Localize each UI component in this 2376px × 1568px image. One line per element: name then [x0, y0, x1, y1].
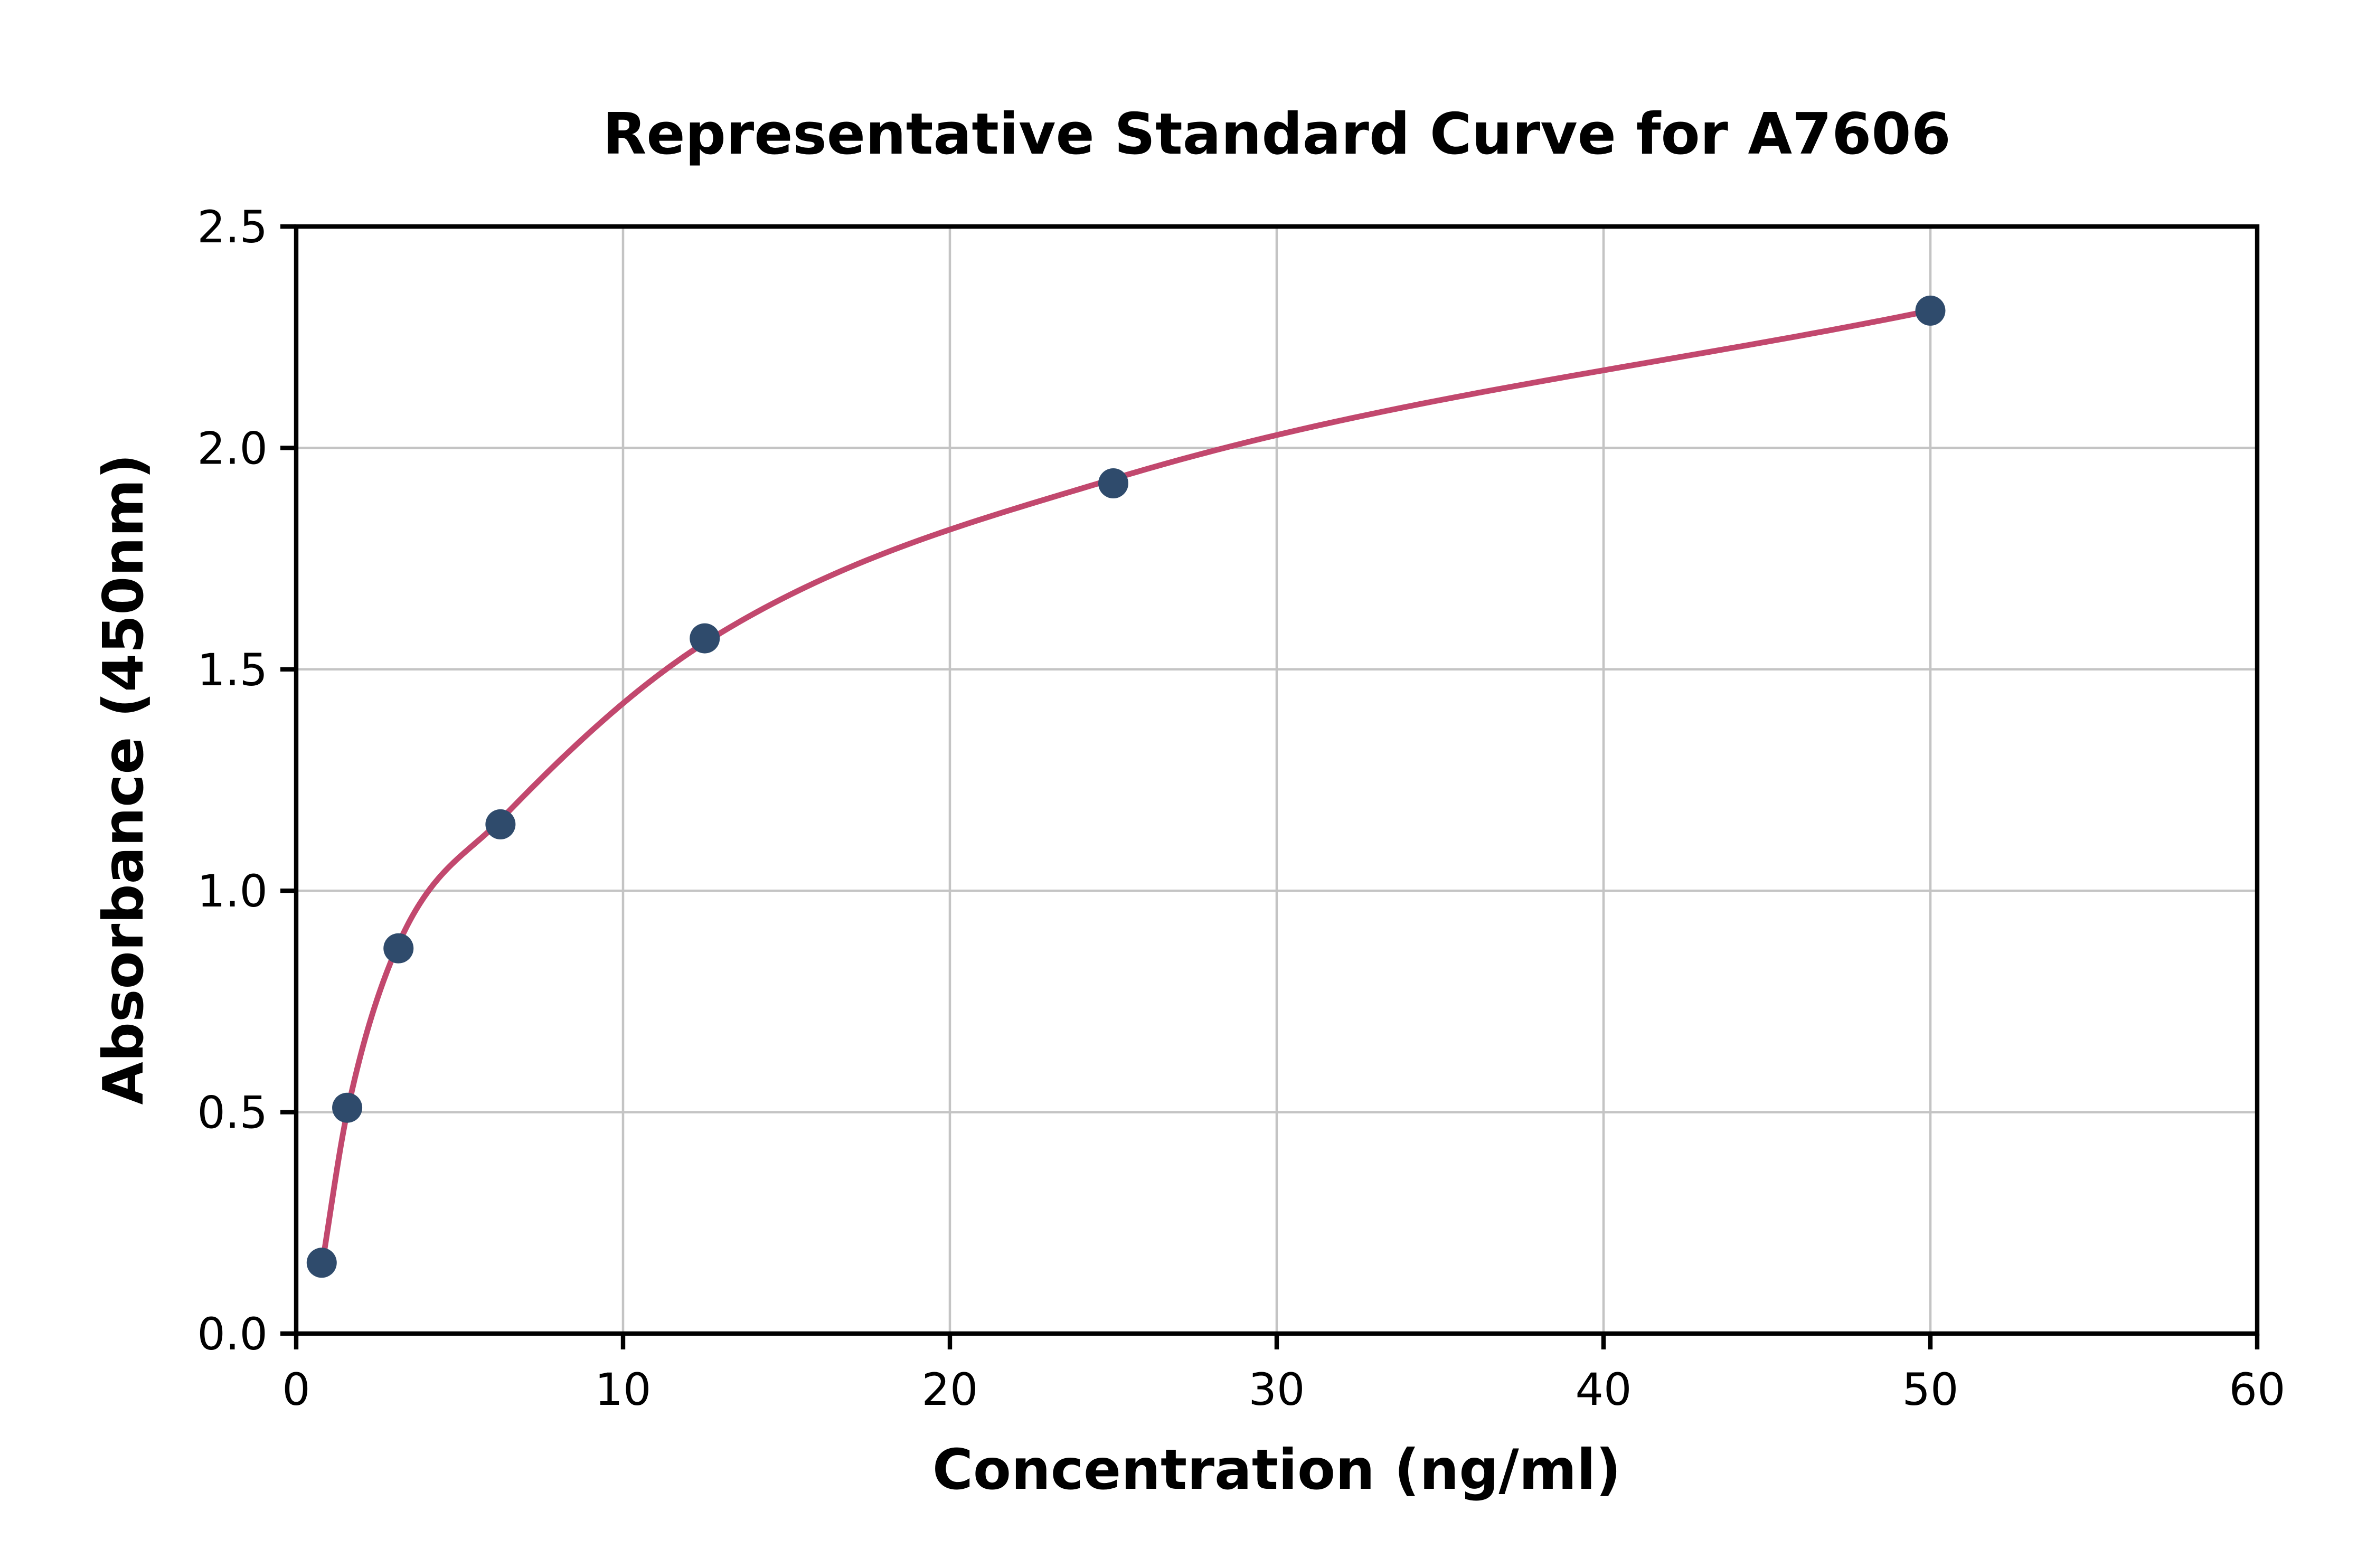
chart-title: Representative Standard Curve for A7606: [602, 101, 1950, 167]
data-point: [306, 1248, 337, 1278]
fit-curve: [318, 307, 1934, 1270]
x-tick-label: 30: [1249, 1364, 1305, 1415]
data-point: [690, 623, 720, 654]
x-tick-label: 10: [595, 1364, 652, 1415]
data-point: [383, 933, 414, 964]
y-tick-label: 1.0: [197, 865, 268, 917]
y-axis-label: Absorbance (450nm): [91, 454, 156, 1105]
data-point: [1098, 468, 1128, 499]
x-tick-label: 0: [282, 1364, 310, 1415]
y-tick-label: 0.0: [197, 1308, 268, 1360]
data-point: [1915, 295, 1946, 326]
gridlines: [295, 225, 2259, 1335]
x-axis-label: Concentration (ng/ml): [932, 1438, 1621, 1502]
x-tick-label: 20: [922, 1364, 978, 1415]
data-point: [485, 809, 516, 839]
data-point: [332, 1092, 363, 1123]
y-tick-label: 1.5: [197, 644, 268, 696]
x-tick-label: 60: [2229, 1364, 2286, 1415]
y-tick-label: 2.0: [197, 422, 268, 474]
y-tick-label: 2.5: [197, 201, 268, 253]
x-tick-label: 40: [1576, 1364, 1632, 1415]
x-tick-label: 50: [1902, 1364, 1959, 1415]
series-layer: [306, 295, 1946, 1278]
axes: 0 10 20 30 40 50 60 0.0 0.5 1.0 1.5 2.0 2.5: [197, 201, 2285, 1415]
y-tick-label: 0.5: [197, 1087, 268, 1139]
